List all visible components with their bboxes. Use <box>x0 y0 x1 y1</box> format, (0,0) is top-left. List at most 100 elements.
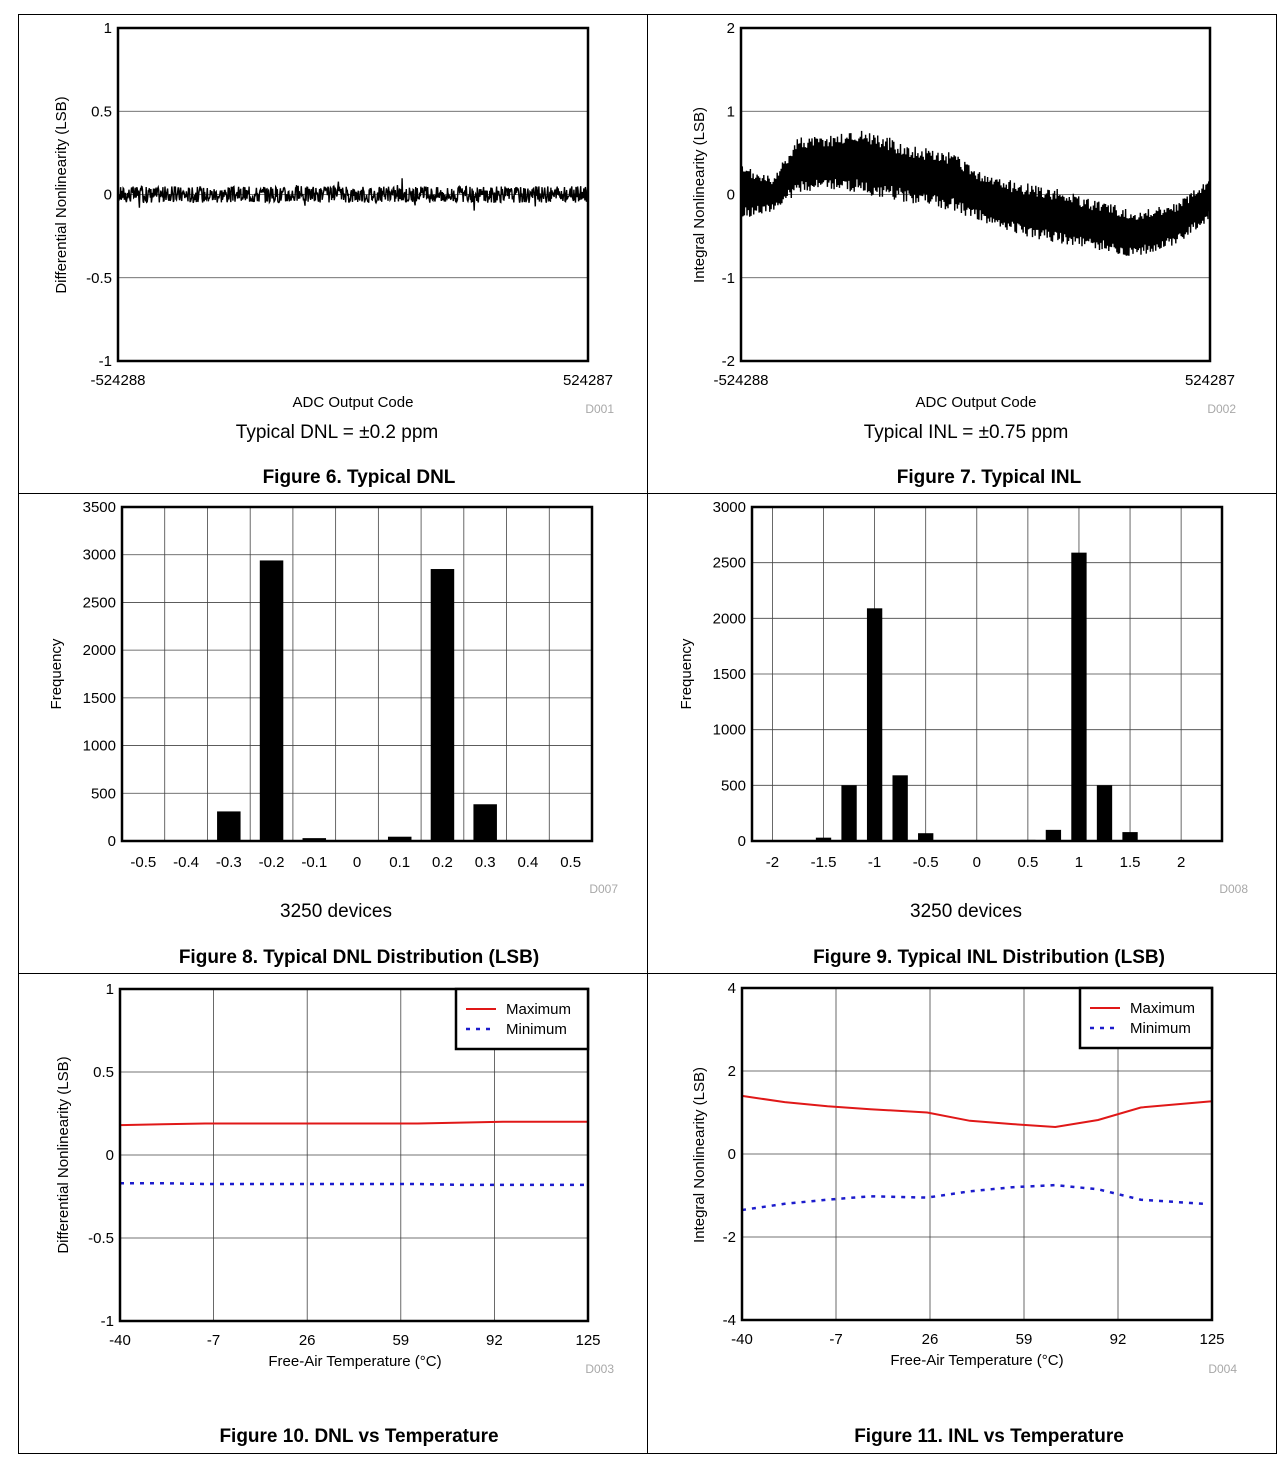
histogram-bar <box>387 836 412 841</box>
x-tick-label: 0.4 <box>517 854 538 871</box>
legend-box <box>454 987 590 1051</box>
x-tick-label: 0.1 <box>389 854 410 871</box>
plot-frame <box>740 986 1214 1322</box>
x-tick-label: 524287 <box>563 372 613 389</box>
histogram-bar <box>841 785 857 841</box>
y-tick-label: 3000 <box>83 547 116 564</box>
x-tick-label: 0 <box>353 854 361 871</box>
chart-note: Typical INL = ±0.75 ppm <box>864 422 1069 443</box>
legend-label: Minimum <box>1130 1020 1191 1037</box>
y-tick-label: 500 <box>721 777 746 794</box>
plot-frame <box>750 505 1224 843</box>
y-tick-label: 2000 <box>713 610 746 627</box>
histogram-bar <box>1045 829 1062 841</box>
y-tick-label: -2 <box>723 1229 736 1246</box>
x-tick-label: -0.5 <box>913 854 939 871</box>
histogram-bar <box>430 569 455 841</box>
x-tick-label: -0.2 <box>259 854 285 871</box>
y-tick-label: -1 <box>722 270 735 287</box>
histogram-bar <box>892 775 908 841</box>
x-tick-label: -524288 <box>90 372 145 389</box>
x-tick-label: 92 <box>486 1332 503 1349</box>
inl-distribution-plot: 0 500 1000 1500 2000 2500 3000 -2 -1.5 -1 -0.5 0 0.5… <box>713 499 1224 871</box>
chart-note: 3250 devices <box>910 901 1022 922</box>
histogram-bar <box>1096 785 1113 841</box>
x-tick-label: -1 <box>868 854 881 871</box>
figure-code: D003 <box>585 1362 614 1376</box>
plot-frame <box>116 26 590 363</box>
x-axis-title: ADC Output Code <box>293 394 414 411</box>
x-tick-label: 0.2 <box>432 854 453 871</box>
figure-caption: Figure 9. Typical INL Distribution (LSB) <box>813 947 1165 968</box>
x-tick-label: 125 <box>575 1332 600 1349</box>
histogram-bar <box>815 837 832 841</box>
y-tick-label: 1 <box>727 103 735 120</box>
y-tick-label: 0 <box>727 187 735 204</box>
figure-code: D001 <box>585 402 614 416</box>
x-tick-label: -0.5 <box>130 854 156 871</box>
plot-frame <box>118 987 590 1323</box>
figure-caption: Figure 10. DNL vs Temperature <box>219 1426 498 1447</box>
x-tick-label: -0.1 <box>301 854 327 871</box>
y-tick-label: 1 <box>104 20 112 37</box>
series-line-minimum <box>120 1181 588 1187</box>
y-axis-title: Frequency <box>48 638 65 709</box>
plot-frame <box>120 505 594 843</box>
x-tick-label: 92 <box>1110 1331 1127 1348</box>
panel-inl-distribution: 0 500 1000 1500 2000 2500 3000 -2 -1.5 -1 -0.5 0 0.5… <box>678 499 1248 968</box>
panel-dnl-temperature: -1-0.500.51-40 -7 26 59 92 125MaximumMinimum … <box>55 981 614 1447</box>
x-tick-label: -0.3 <box>216 854 242 871</box>
y-tick-label: 0 <box>106 1147 114 1164</box>
y-tick-label: 0 <box>108 833 116 850</box>
x-tick-label: -7 <box>207 1332 220 1349</box>
x-tick-label: 0.5 <box>560 854 581 871</box>
x-tick-label: 0.5 <box>1017 854 1038 871</box>
y-tick-label: -1 <box>101 1313 114 1330</box>
legend-label: Minimum <box>506 1021 567 1038</box>
x-tick-label: -2 <box>766 854 779 871</box>
figure-code: D002 <box>1207 402 1236 416</box>
y-tick-label: 3500 <box>83 499 116 516</box>
figure-caption: Figure 8. Typical DNL Distribution (LSB) <box>179 947 539 968</box>
x-tick-label: 0.3 <box>475 854 496 871</box>
panel-dnl: -1 -0.5 0 0.5 1 -524288 524287 ADC Output Code… <box>53 20 614 488</box>
series-line-minimum <box>741 1183 1204 1212</box>
chart-note: 3250 devices <box>280 901 392 922</box>
y-tick-label: 1500 <box>713 666 746 683</box>
page-frame <box>18 14 1277 1454</box>
histogram-bar <box>918 833 934 841</box>
figure-caption: Figure 11. INL vs Temperature <box>854 1426 1124 1447</box>
x-tick-label: -1.5 <box>811 854 837 871</box>
x-tick-label: -0.4 <box>173 854 199 871</box>
chart-note: Typical DNL = ±0.2 ppm <box>236 422 438 443</box>
panel-dnl-distribution: 0 500 1000 1500 2000 2500 3000 3500 -0.5 -0.4 -0.3… <box>48 499 618 968</box>
x-tick-label: 59 <box>1016 1331 1033 1348</box>
y-tick-label: -2 <box>722 353 735 370</box>
x-tick-label: 2 <box>1177 854 1185 871</box>
y-tick-label: 1000 <box>83 738 116 755</box>
histogram-bar <box>473 804 497 841</box>
y-tick-label: 2500 <box>83 594 116 611</box>
y-tick-label: -1 <box>99 353 112 370</box>
histogram-bar <box>1122 832 1138 841</box>
y-tick-label: 0.5 <box>91 103 112 120</box>
series-line-maximum <box>741 1094 1213 1129</box>
x-axis-title: Free-Air Temperature (°C) <box>268 1353 441 1370</box>
y-tick-label: 2500 <box>713 555 746 572</box>
figure-caption: Figure 6. Typical DNL <box>263 467 456 488</box>
y-tick-label: -4 <box>723 1312 736 1329</box>
histogram-bar <box>1071 552 1087 841</box>
y-tick-label: 1 <box>106 981 114 998</box>
panel-inl: -2 -1 0 1 2 -524288 524287 ADC Output Code Int… <box>691 20 1236 488</box>
figure-code: D007 <box>589 882 618 896</box>
figure-caption: Figure 7. Typical INL <box>897 467 1082 488</box>
histogram-bar <box>302 838 327 841</box>
x-tick-label: 59 <box>392 1332 409 1349</box>
histogram-bar <box>259 560 284 841</box>
y-tick-label: 4 <box>728 980 736 997</box>
dnl-plot: -1 -0.5 0 0.5 1 -524288 524287 <box>86 20 613 389</box>
x-tick-label: -524288 <box>713 372 768 389</box>
dnl-temperature-plot: -1 -0.5 0 0.5 1 -40 -7 26 59 92 125 Maximum Minimum <box>88 981 600 1349</box>
panel-inl-temperature: -4 -2 0 2 4 -40 -7 26 59 92 125 Maximum Minimum Free… <box>691 980 1237 1447</box>
